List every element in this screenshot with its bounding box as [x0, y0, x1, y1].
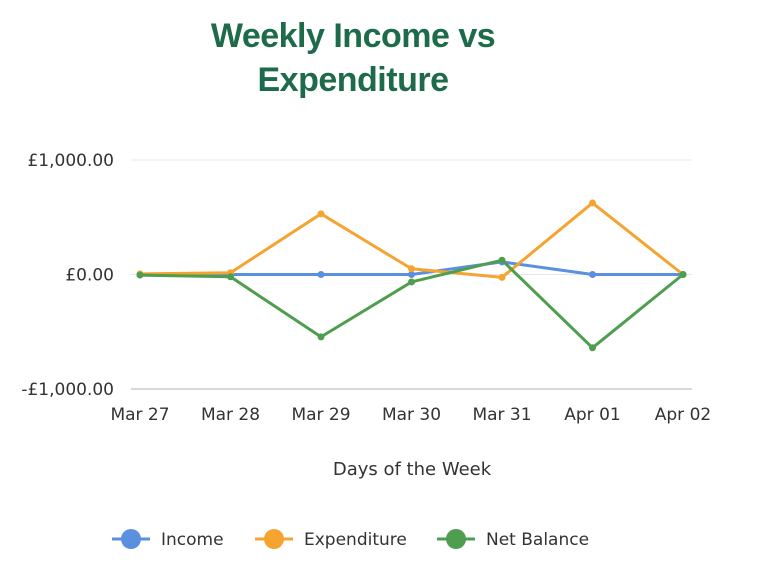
data-point[interactable] — [408, 278, 415, 286]
x-tick-label: Apr 01 — [564, 405, 620, 425]
x-tick-label: Mar 31 — [472, 405, 531, 425]
data-point[interactable] — [317, 210, 325, 218]
series-expenditure — [136, 199, 687, 281]
data-point[interactable] — [317, 333, 325, 341]
legend-item-income[interactable]: Income — [112, 529, 224, 550]
legend-marker-swatch — [446, 529, 466, 549]
chart-title: Weekly Income vs Expenditure — [210, 17, 496, 99]
legend-label: Income — [161, 530, 224, 550]
data-point[interactable] — [589, 199, 596, 207]
x-axis-tick-labels: Mar 27 Mar 28 Mar 29 Mar 30 Mar 31 Apr 01 Apr … — [110, 405, 711, 425]
x-tick-label: Mar 29 — [291, 405, 350, 425]
x-tick-label: Mar 27 — [110, 405, 169, 425]
x-axis-label: Days of the Week — [333, 459, 492, 480]
data-point[interactable] — [589, 344, 596, 352]
y-tick-label: £0.00 — [65, 266, 114, 286]
y-tick-label: -£1,000.00 — [21, 380, 114, 400]
data-point[interactable] — [589, 271, 596, 278]
legend-item-expenditure[interactable]: Expenditure — [255, 529, 407, 550]
x-tick-label: Mar 28 — [201, 405, 260, 425]
data-point[interactable] — [136, 271, 144, 279]
legend-label: Expenditure — [304, 530, 407, 550]
legend-item-net-balance[interactable]: Net Balance — [437, 529, 589, 550]
data-point[interactable] — [408, 265, 415, 273]
data-point[interactable] — [498, 256, 506, 264]
data-point[interactable] — [317, 271, 325, 278]
legend-label: Net Balance — [486, 530, 589, 550]
legend-marker-swatch — [264, 529, 284, 549]
data-point[interactable] — [679, 271, 687, 278]
x-tick-label: Apr 02 — [655, 405, 711, 425]
legend[interactable]: Income Expenditure Net Balance — [112, 529, 589, 550]
x-tick-label: Mar 30 — [382, 405, 441, 425]
series-net-balance — [136, 256, 687, 352]
series-lines — [136, 199, 687, 352]
legend-marker-swatch — [121, 529, 141, 549]
data-point[interactable] — [227, 273, 234, 281]
y-tick-label: £1,000.00 — [27, 151, 114, 171]
data-point[interactable] — [498, 273, 506, 281]
data-point[interactable] — [408, 271, 415, 278]
grid-lines — [131, 159, 692, 275]
y-axis-tick-labels: £1,000.00 £0.00 -£1,000.00 — [21, 151, 114, 400]
